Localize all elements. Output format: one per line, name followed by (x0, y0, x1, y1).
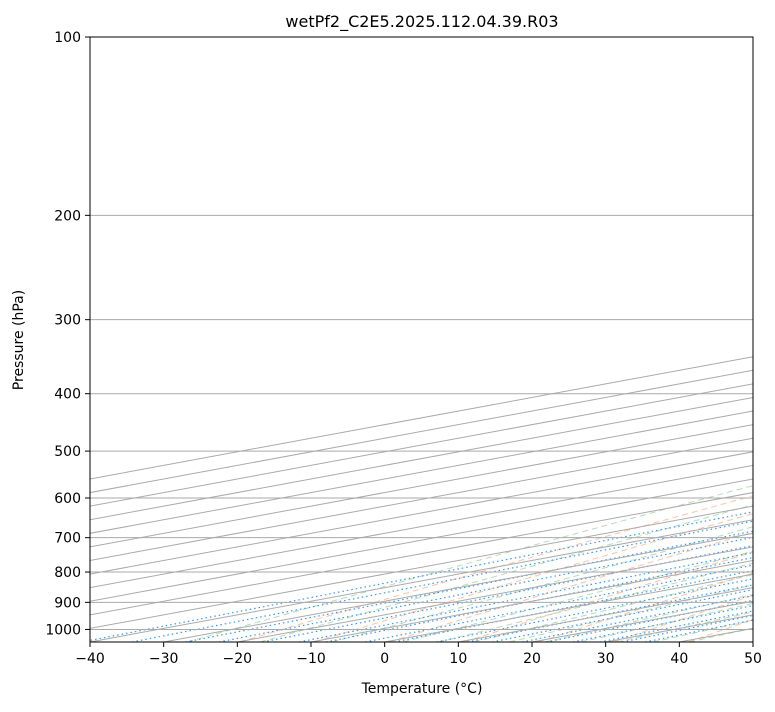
isotherm-line (90, 424, 753, 548)
mixing-ratio-lines (90, 511, 753, 642)
isotherm-line (90, 383, 753, 507)
mixing-ratio-line (131, 520, 753, 642)
isotherm-line (310, 559, 753, 642)
isotherm-line (163, 532, 753, 642)
y-tick-label: 800 (54, 565, 81, 581)
isotherm-line (752, 641, 753, 642)
isotherm-line (90, 505, 753, 629)
dry-adiabat (314, 513, 753, 642)
y-tick-label: 100 (54, 30, 81, 46)
mixing-ratio-line (522, 594, 753, 642)
isotherm-line (90, 451, 753, 575)
y-axis-title: Pressure (hPa) (11, 290, 27, 390)
y-tick-label: 700 (54, 531, 81, 547)
y-tick-label: 300 (54, 313, 81, 329)
mixing-ratio-line (599, 610, 753, 642)
isotherm-line (90, 492, 753, 616)
moist-adiabat (580, 602, 753, 642)
y-tick-label: 1000 (45, 622, 81, 638)
mixing-ratio-line (546, 599, 753, 642)
x-tick-label: 10 (449, 651, 467, 667)
x-axis-title: Temperature (°C) (361, 681, 483, 697)
moist-adiabat (438, 562, 753, 642)
x-tick-label: −40 (75, 651, 105, 667)
grid-lines (90, 37, 753, 630)
plot-frame (89, 36, 754, 643)
moist-adiabat (509, 584, 753, 642)
moist-adiabat (652, 619, 753, 642)
x-tick-label: −10 (296, 651, 326, 667)
chart-title: wetPf2_C2E5.2025.112.04.39.R03 (285, 12, 558, 32)
dry-adiabats (239, 37, 775, 642)
isotherm-line (90, 356, 753, 480)
y-tick-label: 500 (54, 444, 81, 460)
mixing-ratio-line (218, 536, 753, 642)
mixing-ratio-line (394, 570, 753, 642)
mixing-ratio-line (467, 584, 753, 642)
isotherms (90, 356, 753, 642)
dry-adiabat (389, 531, 753, 642)
y-tick-label: 900 (54, 595, 81, 611)
isotherm-line (90, 437, 753, 561)
mixing-ratio-line (90, 511, 753, 642)
moist-adiabat (616, 611, 753, 642)
moist-adiabat (402, 550, 753, 642)
y-tick-label: 200 (54, 208, 81, 224)
x-tick-label: 40 (670, 651, 688, 667)
isotherm-line (90, 478, 753, 602)
isotherm-line (90, 396, 753, 521)
dry-adiabat (538, 572, 753, 642)
moist-adiabat (187, 485, 753, 642)
x-tick-label: 50 (744, 651, 762, 667)
moist-adiabat (260, 504, 753, 642)
moist-adiabat (331, 526, 753, 642)
isotherm-line (90, 464, 753, 589)
y-tick-label: 400 (54, 387, 81, 403)
y-tick-label: 600 (54, 491, 81, 507)
mixing-ratio-line (622, 614, 753, 642)
x-tick-label: −20 (223, 651, 253, 667)
x-tick-label: 30 (597, 651, 615, 667)
x-tick-label: 0 (380, 651, 389, 667)
dry-adiabat (763, 37, 775, 642)
plot-area (90, 37, 775, 642)
mixing-ratio-line (185, 530, 753, 642)
x-tick-label: −30 (149, 651, 179, 667)
isotherm-line (605, 614, 753, 642)
dry-adiabat (613, 594, 753, 642)
isotherm-line (90, 519, 753, 642)
mixing-ratio-line (299, 551, 753, 642)
isotherm-line (90, 369, 753, 494)
isotherm-line (90, 410, 753, 534)
mixing-ratio-line (262, 545, 753, 642)
x-tick-label: 20 (523, 651, 541, 667)
axes: −40 −30 −20 −10 0 10 20 30 40 50 100 200 300 400 500 60… (45, 30, 762, 667)
